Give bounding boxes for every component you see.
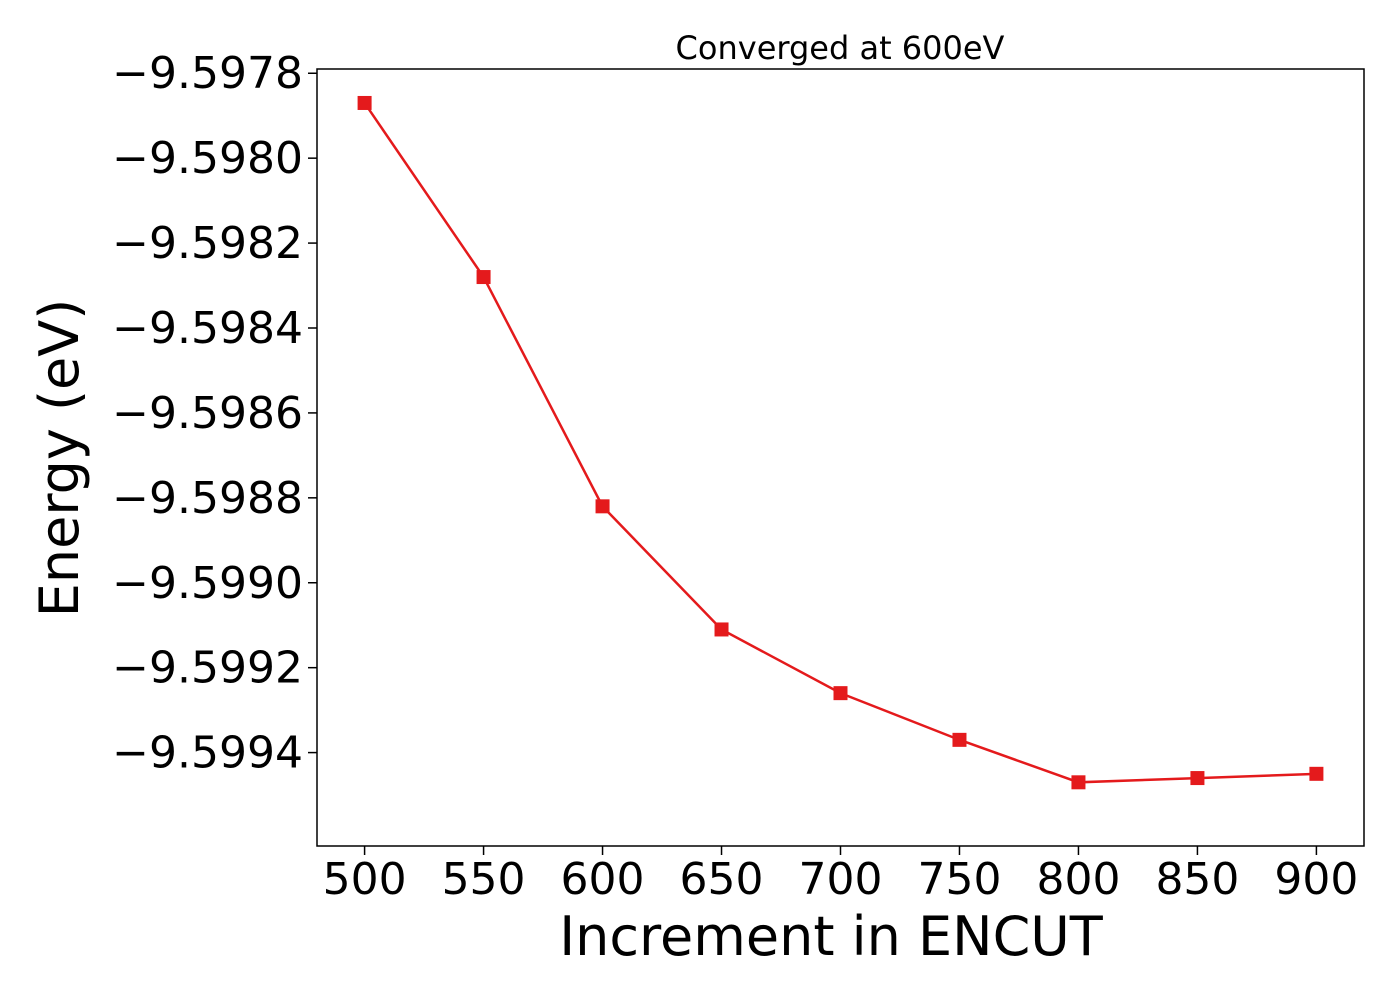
data-point bbox=[595, 499, 610, 514]
y-tick-label: −9.5992 bbox=[112, 643, 303, 694]
y-axis-label: Energy (eV) bbox=[28, 299, 91, 618]
x-tick-label: 850 bbox=[1155, 854, 1239, 905]
data-point bbox=[476, 270, 491, 285]
data-point bbox=[952, 732, 967, 747]
data-point bbox=[1071, 775, 1086, 790]
y-tick-label: −9.5990 bbox=[112, 558, 303, 609]
x-tick-label: 800 bbox=[1036, 854, 1120, 905]
data-point bbox=[833, 686, 848, 701]
x-axis-label: Increment in ENCUT bbox=[559, 905, 1104, 968]
y-tick-label: −9.5984 bbox=[112, 303, 303, 354]
y-tick-label: −9.5982 bbox=[112, 218, 303, 269]
data-point bbox=[714, 622, 729, 637]
data-point bbox=[357, 95, 372, 110]
y-tick-label: −9.5994 bbox=[112, 728, 303, 779]
x-tick-label: 600 bbox=[561, 854, 645, 905]
data-point bbox=[1190, 771, 1205, 786]
y-tick-label: −9.5986 bbox=[112, 388, 303, 439]
data-point bbox=[1309, 766, 1324, 781]
data-points bbox=[357, 95, 1324, 790]
y-tick-label: −9.5988 bbox=[112, 473, 303, 524]
plot-area bbox=[316, 68, 1365, 847]
x-tick-label: 500 bbox=[323, 854, 407, 905]
y-tick-label: −9.5980 bbox=[112, 133, 303, 184]
x-tick-label: 650 bbox=[680, 854, 764, 905]
x-tick-label: 550 bbox=[442, 854, 526, 905]
x-tick-label: 700 bbox=[799, 854, 883, 905]
x-tick-label: 750 bbox=[917, 854, 1001, 905]
y-tick-label: −9.5978 bbox=[112, 48, 303, 99]
x-axis-ticks: 500 550 600 650 700 750 800 850 900 bbox=[323, 846, 1358, 905]
chart-title: Converged at 600eV bbox=[676, 29, 1005, 67]
y-axis-ticks: −9.5978 −9.5980 −9.5982 −9.5984 −9.5986 −9.59… bbox=[112, 48, 317, 779]
x-tick-label: 900 bbox=[1274, 854, 1358, 905]
